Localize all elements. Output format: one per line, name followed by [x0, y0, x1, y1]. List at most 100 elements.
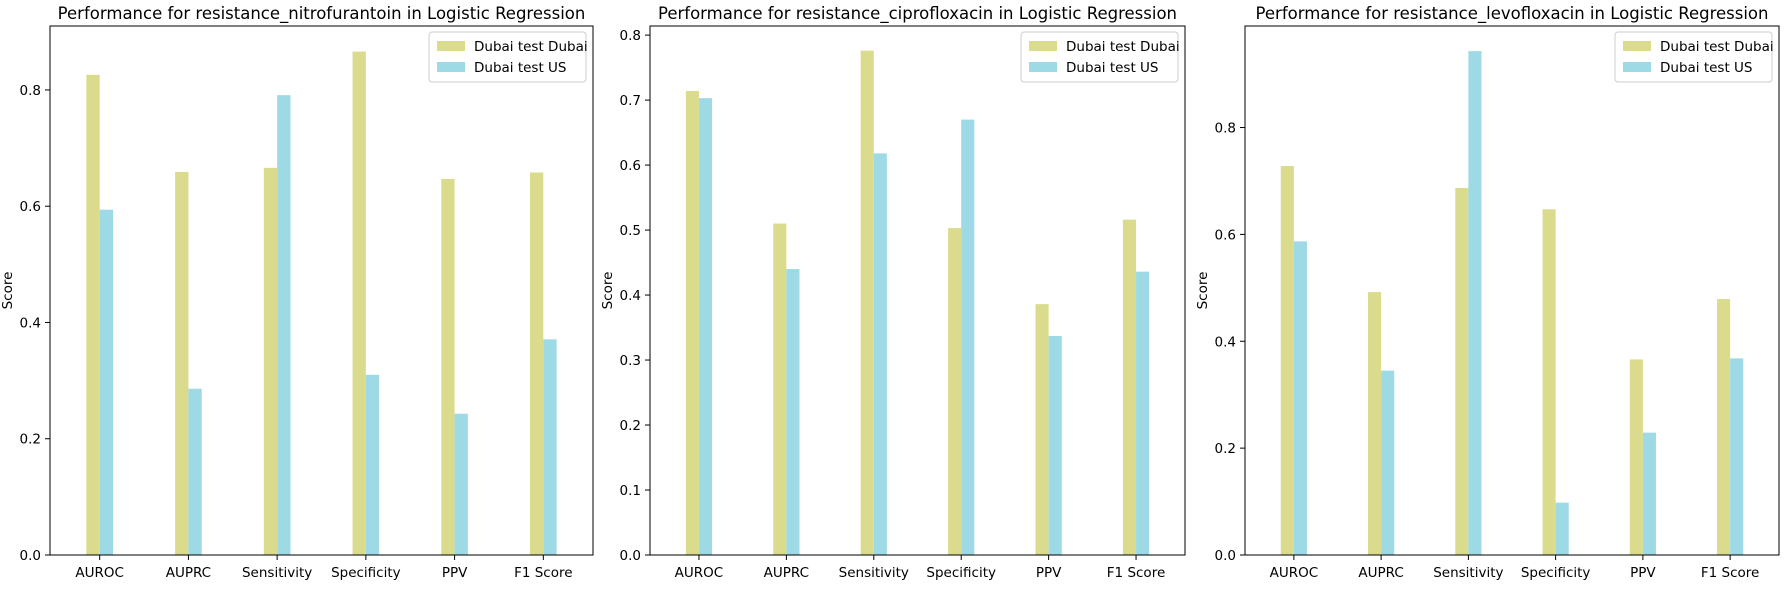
- bar-specificity-series-2: [961, 119, 975, 555]
- bar-f1-score-series-2: [1730, 358, 1744, 555]
- legend: Dubai test Dubai Dubai test US: [428, 31, 588, 83]
- bar-sensitivity-series-2: [277, 95, 291, 556]
- bar-sensitivity-series-2: [873, 153, 887, 555]
- legend-swatch: [1623, 41, 1651, 51]
- bar-auroc-series-1: [86, 74, 100, 555]
- legend-label: Dubai test US: [474, 60, 567, 76]
- y-tick-label: 0.3: [620, 353, 641, 369]
- legend-box: [428, 31, 587, 83]
- bar-specificity-series-1: [352, 51, 366, 555]
- legend-box: [1020, 31, 1179, 83]
- x-tick-label: PPV: [1630, 565, 1656, 581]
- x-tick-label: Sensitivity: [1433, 565, 1503, 581]
- x-tick-label: Sensitivity: [242, 565, 312, 581]
- legend: Dubai test Dubai Dubai test US: [1020, 31, 1180, 83]
- bar-auprc-series-1: [773, 223, 787, 555]
- y-axis-label: Score: [600, 272, 616, 310]
- chart-title: Performance for resistance_ciprofloxacin…: [658, 4, 1177, 24]
- bar-f1-score-series-1: [530, 172, 544, 556]
- bar-auprc-series-2: [188, 388, 202, 555]
- y-tick-label: 0.6: [620, 158, 641, 174]
- x-tick-label: Specificity: [331, 565, 401, 581]
- y-tick-label: 0.2: [20, 432, 41, 448]
- bar-auroc-series-1: [1280, 166, 1294, 555]
- legend-swatch: [437, 62, 465, 72]
- bar-ppv-series-2: [1642, 432, 1656, 555]
- x-tick-label: F1 Score: [1107, 565, 1165, 581]
- y-tick-label: 0.0: [620, 548, 641, 564]
- y-tick-label: 0.8: [1215, 121, 1236, 137]
- legend-swatch: [1029, 41, 1057, 51]
- bar-specificity-series-2: [365, 374, 380, 555]
- legend-swatch: [437, 41, 465, 51]
- bar-ppv-series-2: [454, 413, 468, 555]
- chart-panel-1: AUROC AUPRC Sensitivity Specificity PPV F1 Sc…: [0, 4, 594, 581]
- y-tick-label: 0.4: [620, 288, 641, 304]
- bar-f1-score-series-2: [1136, 271, 1150, 555]
- bar-auroc-series-2: [1293, 241, 1307, 555]
- y-tick-label: 0.6: [1215, 227, 1236, 243]
- y-tick-label: 0.8: [620, 28, 641, 44]
- legend-label: Dubai test Dubai: [1660, 39, 1774, 55]
- bar-specificity-series-2: [1555, 502, 1569, 555]
- x-tick-label: AUPRC: [166, 565, 211, 581]
- chart-title: Performance for resistance_levofloxacin …: [1256, 4, 1769, 24]
- legend-label: Dubai test Dubai: [1066, 39, 1180, 55]
- bar-f1-score-series-2: [543, 339, 557, 555]
- legend-label: Dubai test US: [1660, 60, 1753, 76]
- y-axis-label: Score: [1195, 272, 1211, 310]
- x-tick-label: PPV: [1036, 565, 1062, 581]
- x-tick-label: AUROC: [1270, 565, 1319, 581]
- bar-specificity-series-1: [1542, 209, 1556, 555]
- bar-auprc-series-1: [175, 171, 189, 555]
- y-tick-label: 0.2: [1215, 441, 1236, 457]
- bar-ppv-series-1: [441, 178, 455, 555]
- legend-swatch: [1623, 62, 1651, 72]
- bar-sensitivity-series-1: [1455, 187, 1469, 555]
- bar-auroc-series-2: [698, 98, 713, 555]
- bar-ppv-series-1: [1629, 359, 1643, 555]
- y-tick-label: 0.7: [620, 93, 641, 109]
- x-tick-label: PPV: [442, 565, 468, 581]
- x-tick-label: F1 Score: [514, 565, 572, 581]
- y-tick-label: 0.6: [20, 199, 41, 215]
- x-tick-label: Sensitivity: [839, 565, 909, 581]
- x-tick-label: AUROC: [75, 565, 124, 581]
- chart-title: Performance for resistance_nitrofurantoi…: [58, 4, 586, 24]
- plot-frame: [1244, 25, 1780, 556]
- plot-frame: [649, 25, 1186, 556]
- bar-specificity-series-1: [948, 228, 962, 556]
- y-tick-label: 0.1: [620, 483, 641, 499]
- y-tick-label: 0.2: [620, 418, 641, 434]
- legend-label: Dubai test US: [1066, 60, 1159, 76]
- bar-sensitivity-series-1: [860, 50, 874, 555]
- x-tick-label: Specificity: [1521, 565, 1591, 581]
- y-tick-label: 0.4: [1215, 334, 1236, 350]
- x-tick-label: Specificity: [926, 565, 996, 581]
- y-tick-label: 0.0: [20, 548, 41, 564]
- bar-ppv-series-2: [1048, 335, 1062, 555]
- plot-frame: [49, 25, 594, 556]
- y-tick-label: 0.8: [20, 83, 41, 99]
- bar-sensitivity-series-1: [263, 167, 278, 555]
- bar-f1-score-series-1: [1122, 219, 1137, 555]
- legend-box: [1614, 31, 1773, 83]
- x-tick-label: AUPRC: [1358, 565, 1403, 581]
- chart-panel-3: AUROC AUPRC Sensitivity Specificity PPV F1 Sc…: [1195, 4, 1780, 581]
- bar-auprc-series-2: [1381, 370, 1395, 555]
- bar-auroc-series-2: [99, 209, 113, 555]
- bar-f1-score-series-1: [1717, 299, 1731, 555]
- bar-auprc-series-1: [1368, 292, 1382, 555]
- y-tick-label: 0.5: [620, 223, 641, 239]
- y-axis-label: Score: [0, 272, 16, 310]
- chart-panel-2: AUROC AUPRC Sensitivity Specificity PPV F1 Sc…: [600, 4, 1186, 581]
- legend: Dubai test Dubai Dubai test US: [1614, 31, 1774, 83]
- x-tick-label: F1 Score: [1701, 565, 1759, 581]
- x-tick-label: AUROC: [675, 565, 724, 581]
- bar-auprc-series-2: [786, 269, 800, 555]
- bar-auroc-series-1: [685, 90, 699, 556]
- bar-ppv-series-1: [1035, 304, 1049, 555]
- x-tick-label: AUPRC: [764, 565, 809, 581]
- y-tick-label: 0.0: [1215, 548, 1236, 564]
